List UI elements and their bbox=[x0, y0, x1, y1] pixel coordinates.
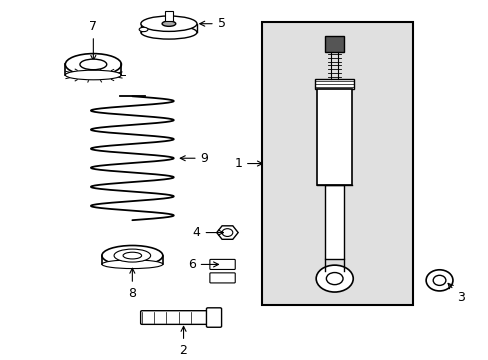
Ellipse shape bbox=[102, 246, 163, 266]
Ellipse shape bbox=[432, 275, 445, 285]
Text: 4: 4 bbox=[192, 226, 223, 239]
Bar bbox=[315, 78, 353, 89]
Ellipse shape bbox=[139, 27, 148, 32]
FancyBboxPatch shape bbox=[206, 308, 221, 327]
Ellipse shape bbox=[123, 252, 142, 259]
Ellipse shape bbox=[425, 270, 452, 291]
FancyBboxPatch shape bbox=[141, 311, 209, 324]
Text: 8: 8 bbox=[128, 268, 136, 300]
Bar bbox=[325, 36, 343, 52]
Ellipse shape bbox=[162, 21, 175, 26]
FancyBboxPatch shape bbox=[209, 260, 235, 270]
Ellipse shape bbox=[141, 26, 197, 39]
Text: 2: 2 bbox=[179, 327, 187, 357]
Text: 9: 9 bbox=[180, 152, 208, 165]
Text: 1: 1 bbox=[234, 157, 262, 170]
Text: 5: 5 bbox=[200, 17, 225, 30]
Circle shape bbox=[325, 273, 343, 285]
Text: 3: 3 bbox=[447, 283, 464, 304]
Bar bbox=[317, 89, 351, 185]
Ellipse shape bbox=[114, 249, 150, 262]
FancyBboxPatch shape bbox=[209, 273, 235, 283]
Bar bbox=[261, 22, 412, 305]
Bar bbox=[164, 11, 172, 21]
Text: 7: 7 bbox=[89, 20, 97, 60]
Circle shape bbox=[316, 265, 352, 292]
Text: 6: 6 bbox=[187, 258, 218, 271]
Ellipse shape bbox=[65, 70, 121, 80]
Bar bbox=[325, 185, 343, 259]
Ellipse shape bbox=[65, 54, 121, 75]
Circle shape bbox=[222, 229, 232, 237]
Ellipse shape bbox=[80, 59, 106, 70]
Ellipse shape bbox=[102, 260, 163, 269]
Ellipse shape bbox=[141, 16, 197, 31]
